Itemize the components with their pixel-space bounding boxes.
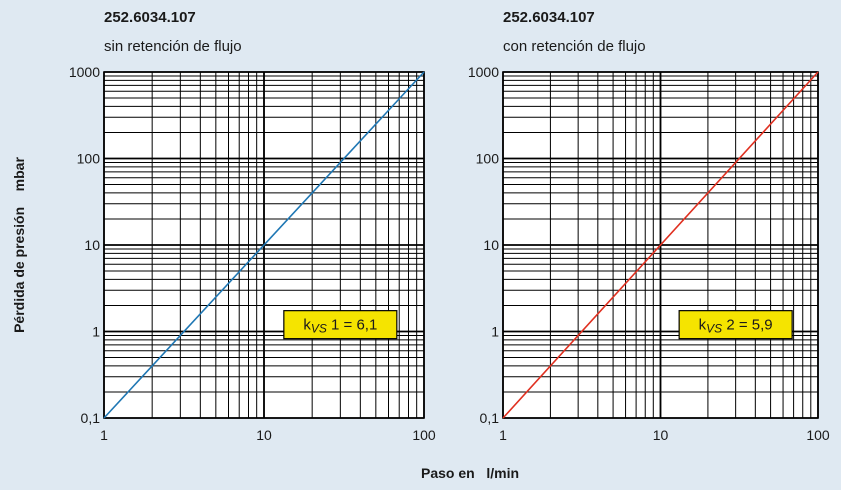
chart-left: 252.6034.107 sin retención de flujo 1 10 1… [69, 9, 436, 443]
x-tick-label: 10 [256, 427, 272, 443]
kvs-box [283, 310, 398, 340]
x-tick-label: 10 [653, 427, 669, 443]
chart-subtitle: con retención de flujo [503, 38, 646, 55]
y-tick-label: 100 [77, 151, 101, 167]
y-axis-label: Pérdida de presión mbar [11, 157, 27, 333]
y-tick-label: 1 [491, 324, 499, 340]
chart-right: 252.6034.107 con retención de flujo 1 10 1… [468, 9, 830, 443]
y-tick-label: 0,1 [480, 410, 500, 426]
y-tick-label: 1 [92, 324, 100, 340]
series-group [502, 71, 819, 419]
kvs-label: kVS 2 = 5,9 [699, 317, 773, 336]
x-tick-label: 1 [100, 427, 108, 443]
chart-title: 252.6034.107 [104, 9, 196, 26]
x-tick-label: 1 [499, 427, 507, 443]
y-tick-label: 0,1 [81, 410, 101, 426]
y-tick-label: 10 [84, 237, 100, 253]
kvs-annotation: kVS 2 = 5,9 [678, 310, 793, 340]
y-tick-label: 100 [476, 151, 500, 167]
kvs-annotation: kVS 1 = 6,1 [283, 310, 398, 340]
series-group [103, 71, 425, 419]
kvs-box [678, 310, 793, 340]
grid [502, 71, 819, 419]
chart-title: 252.6034.107 [503, 9, 595, 26]
y-tick-label: 1000 [69, 64, 100, 80]
x-tick-label: 100 [806, 427, 830, 443]
y-tick-label: 1000 [468, 64, 499, 80]
chart-subtitle: sin retención de flujo [104, 38, 242, 55]
series-line [103, 71, 425, 419]
plot-frame [103, 71, 425, 419]
x-axis-label: Paso en l/min [421, 465, 519, 481]
y-tick-label: 10 [483, 237, 499, 253]
kvs-label: kVS 1 = 6,1 [303, 317, 377, 336]
plot-frame [502, 71, 819, 419]
x-tick-label: 100 [412, 427, 436, 443]
series-line [502, 71, 819, 419]
